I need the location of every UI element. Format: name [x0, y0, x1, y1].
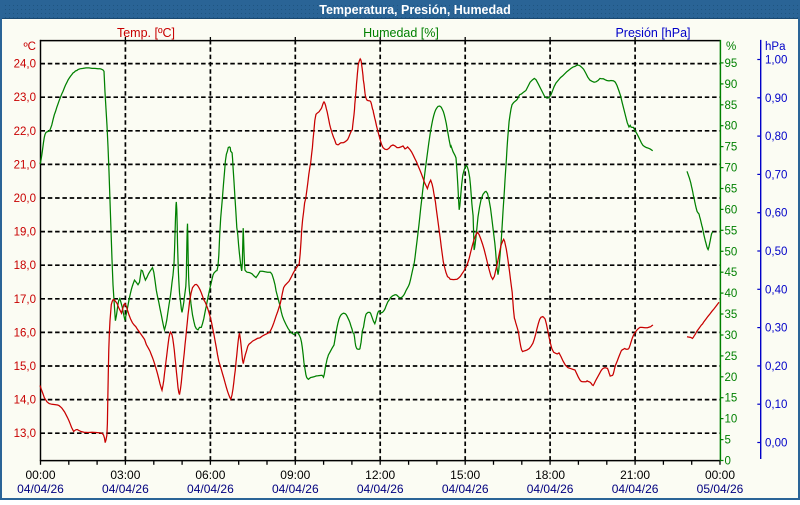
svg-text:20: 20	[725, 372, 738, 384]
svg-text:0,90: 0,90	[765, 93, 787, 105]
svg-text:04/04/26: 04/04/26	[612, 482, 659, 496]
svg-text:09:00: 09:00	[280, 468, 310, 482]
svg-text:15:00: 15:00	[450, 468, 480, 482]
svg-text:0,20: 0,20	[765, 361, 787, 373]
svg-text:04/04/26: 04/04/26	[272, 482, 319, 496]
svg-text:50: 50	[725, 246, 738, 258]
svg-text:0,60: 0,60	[765, 208, 787, 220]
svg-text:21:00: 21:00	[620, 468, 650, 482]
svg-text:0,00: 0,00	[765, 438, 787, 450]
svg-text:0: 0	[725, 456, 731, 468]
svg-text:20,0: 20,0	[14, 193, 36, 205]
svg-text:45: 45	[725, 267, 738, 279]
svg-text:03:00: 03:00	[110, 468, 140, 482]
svg-text:hPa: hPa	[765, 41, 786, 53]
svg-text:55: 55	[725, 225, 738, 237]
svg-text:04/04/26: 04/04/26	[527, 482, 574, 496]
svg-text:19,0: 19,0	[14, 227, 36, 239]
svg-text:24,0: 24,0	[14, 59, 36, 71]
svg-text:18,0: 18,0	[14, 260, 36, 272]
svg-text:5: 5	[725, 435, 731, 447]
svg-text:21,0: 21,0	[14, 159, 36, 171]
svg-text:Temp. [ºC]: Temp. [ºC]	[117, 26, 175, 40]
svg-text:85: 85	[725, 100, 738, 112]
svg-text:04/04/26: 04/04/26	[357, 482, 404, 496]
svg-text:04/04/26: 04/04/26	[187, 482, 234, 496]
svg-text:40: 40	[725, 288, 738, 300]
svg-text:04/04/26: 04/04/26	[102, 482, 149, 496]
svg-text:1,00: 1,00	[765, 55, 787, 67]
svg-text:25: 25	[725, 351, 738, 363]
svg-text:00:00: 00:00	[25, 468, 55, 482]
svg-text:80: 80	[725, 121, 738, 133]
svg-text:15,0: 15,0	[14, 361, 36, 373]
svg-text:13,0: 13,0	[14, 428, 36, 440]
svg-text:60: 60	[725, 204, 738, 216]
svg-text:23,0: 23,0	[14, 92, 36, 104]
svg-text:00:00: 00:00	[705, 468, 735, 482]
svg-text:30: 30	[725, 330, 738, 342]
svg-text:90: 90	[725, 79, 738, 91]
svg-text:22,0: 22,0	[14, 126, 36, 138]
svg-text:75: 75	[725, 142, 738, 154]
svg-text:Temperatura, Presión, Humedad: Temperatura, Presión, Humedad	[319, 3, 511, 17]
svg-text:06:00: 06:00	[195, 468, 225, 482]
svg-text:65: 65	[725, 184, 738, 196]
svg-text:35: 35	[725, 309, 738, 321]
svg-text:10: 10	[725, 414, 738, 426]
svg-text:17,0: 17,0	[14, 294, 36, 306]
svg-text:ºC: ºC	[23, 41, 36, 53]
svg-text:05/04/26: 05/04/26	[697, 482, 744, 496]
svg-text:04/04/26: 04/04/26	[442, 482, 489, 496]
svg-text:14,0: 14,0	[14, 395, 36, 407]
svg-text:0,10: 0,10	[765, 399, 787, 411]
svg-text:0,50: 0,50	[765, 246, 787, 258]
svg-text:%: %	[726, 41, 736, 53]
svg-text:0,80: 0,80	[765, 131, 787, 143]
svg-text:0,40: 0,40	[765, 284, 787, 296]
svg-text:95: 95	[725, 58, 738, 70]
svg-text:12:00: 12:00	[365, 468, 395, 482]
svg-text:Humedad [%]: Humedad [%]	[363, 26, 439, 40]
svg-text:04/04/26: 04/04/26	[17, 482, 64, 496]
svg-text:0,30: 0,30	[765, 323, 787, 335]
svg-text:Presión [hPa]: Presión [hPa]	[615, 26, 690, 40]
svg-text:16,0: 16,0	[14, 327, 36, 339]
svg-text:0,70: 0,70	[765, 169, 787, 181]
svg-text:70: 70	[725, 163, 738, 175]
svg-text:15: 15	[725, 393, 738, 405]
svg-text:18:00: 18:00	[535, 468, 565, 482]
